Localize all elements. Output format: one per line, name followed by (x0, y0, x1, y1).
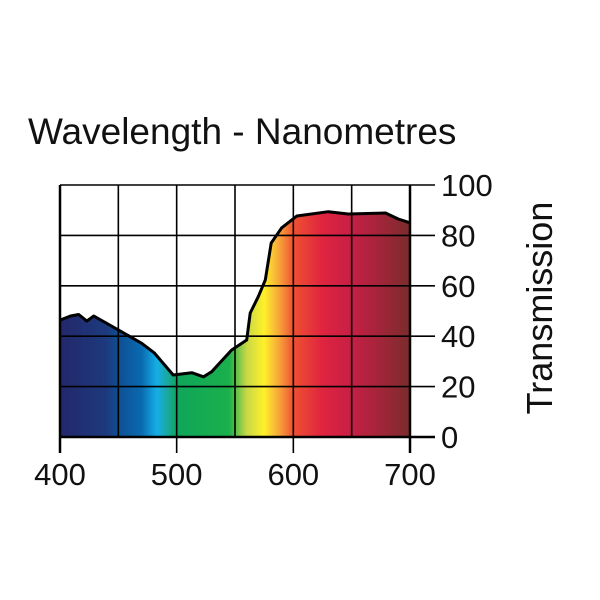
transmission-area (60, 211, 410, 437)
x-tick-label: 600 (267, 457, 319, 492)
x-tick-label: 400 (34, 457, 86, 492)
y-axis: 0 20 40 60 80 100 (441, 168, 493, 455)
x-axis: 400 500 600 700 (34, 457, 436, 492)
y-axis-label: Transmission (519, 202, 560, 415)
chart-title: Wavelength - Nanometres (28, 111, 456, 152)
y-tick-label: 40 (441, 319, 475, 354)
x-tick-label: 500 (151, 457, 203, 492)
y-tick-label: 20 (441, 370, 475, 405)
grid (58, 184, 435, 453)
y-tick-label: 60 (441, 269, 475, 304)
y-tick-label: 100 (441, 168, 493, 203)
transmission-line (59, 210, 411, 379)
x-tick-label: 700 (384, 457, 436, 492)
y-tick-label: 0 (441, 420, 458, 455)
y-tick-label: 80 (441, 218, 475, 253)
